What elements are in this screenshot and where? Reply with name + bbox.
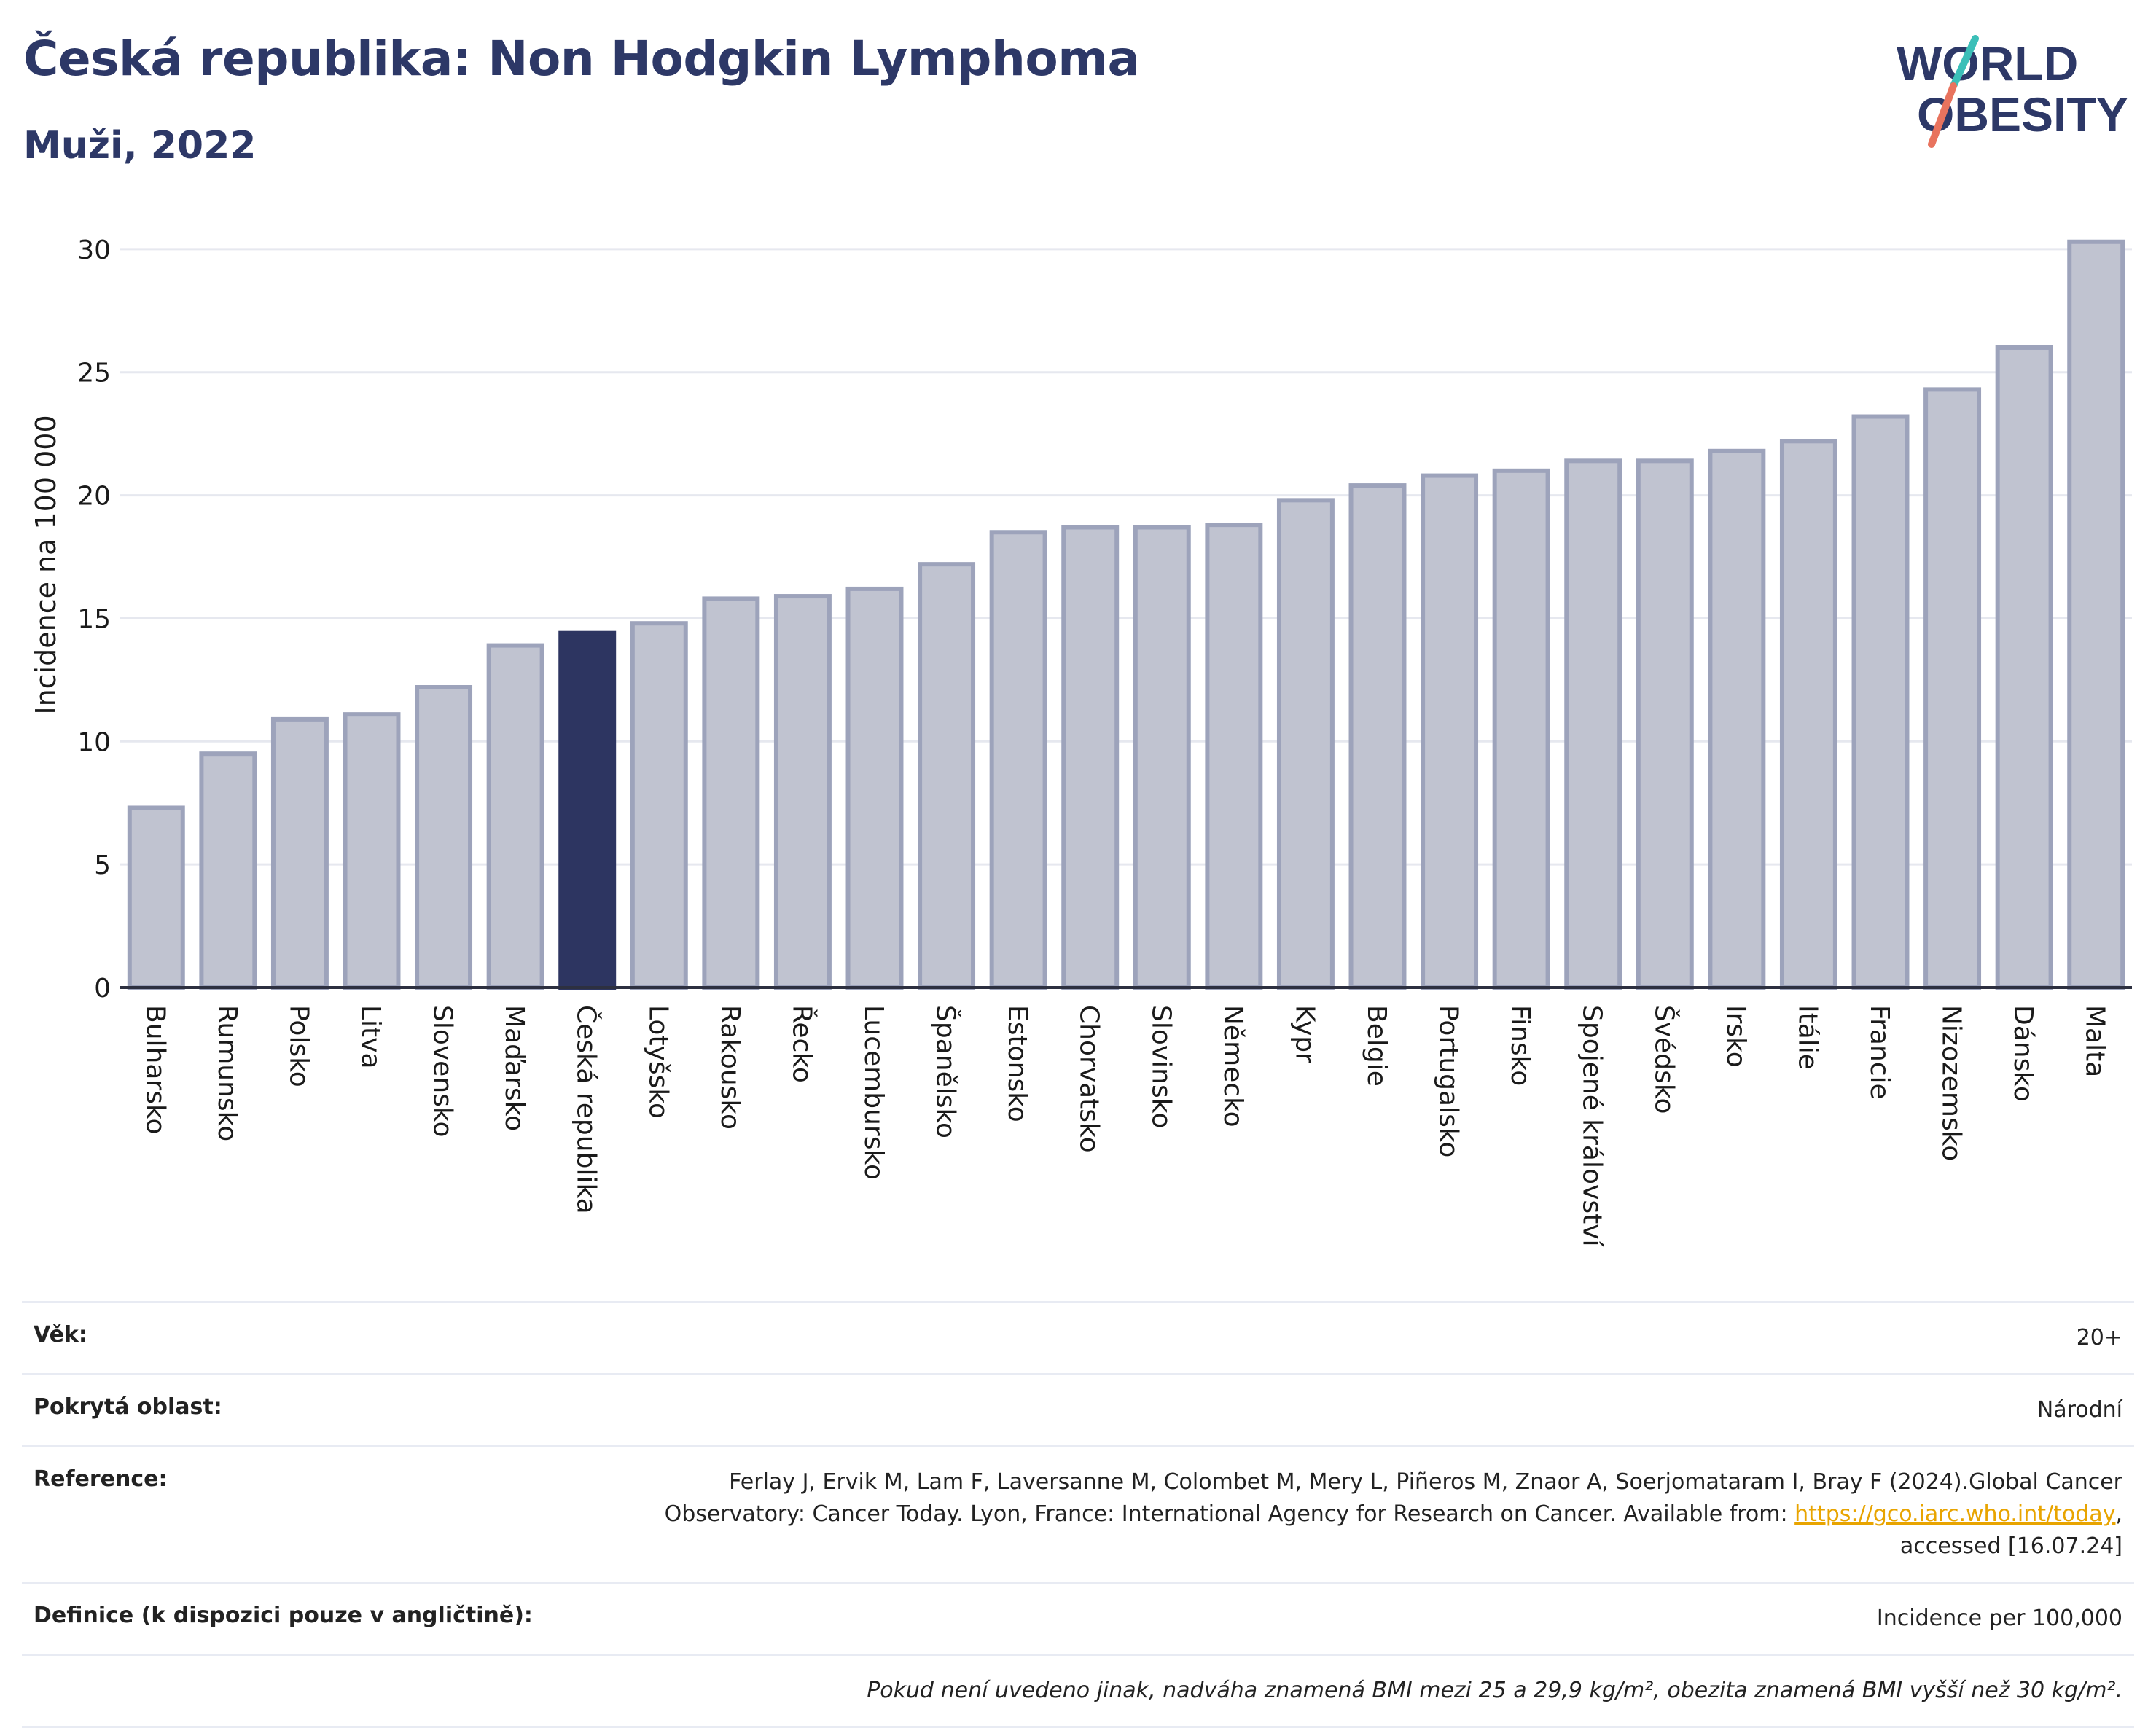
y-tick-label: 25 <box>77 359 111 388</box>
area-value: Národní <box>2036 1397 2122 1423</box>
x-tick-label: Kypr <box>1289 1005 1319 1063</box>
x-tick-label: Švédsko <box>1649 1005 1679 1114</box>
bar-lotyšsko <box>630 621 688 990</box>
x-tick-label: Rakousko <box>715 1005 745 1130</box>
bar-česká-republika <box>558 630 617 990</box>
x-tick-label: Nizozemsko <box>1937 1005 1966 1161</box>
x-tick-label: Německo <box>1218 1005 1248 1127</box>
bars <box>127 239 2125 990</box>
reference-label: Reference: <box>34 1466 168 1492</box>
bar-francie <box>1851 414 1910 990</box>
x-tick-label: Spojené království <box>1577 1005 1607 1248</box>
definition-value: Incidence per 100,000 <box>1876 1606 2122 1631</box>
y-tick-label: 30 <box>77 235 111 265</box>
page-title: Česká republika: Non Hodgkin Lymphoma <box>23 31 1140 87</box>
x-tick-label: Itálie <box>1792 1005 1822 1070</box>
x-axis-labels: Bulharsko Rumunsko Polsko Litva Slovensko Maď… <box>140 1005 2109 1248</box>
bar-itálie <box>1779 439 1837 990</box>
bar-španělsko <box>918 562 976 990</box>
x-tick-label: Slovinsko <box>1146 1005 1176 1128</box>
y-tick-label: 5 <box>94 851 111 880</box>
bar-slovinsko <box>1133 525 1191 990</box>
bar-spojené-království <box>1564 458 1622 990</box>
x-tick-label: Malta <box>2080 1005 2110 1077</box>
x-tick-label: Lucembursko <box>859 1005 888 1180</box>
x-tick-label: Litva <box>356 1005 386 1069</box>
x-tick-label: Chorvatsko <box>1074 1005 1104 1153</box>
info-row-area: Pokrytá oblast: Národní <box>22 1373 2134 1445</box>
x-tick-label: Portugalsko <box>1434 1005 1464 1157</box>
x-tick-label: Finsko <box>1505 1005 1535 1086</box>
bar-rakousko <box>702 596 760 990</box>
definition-label: Definice (k dispozici pouze v angličtině… <box>34 1603 533 1628</box>
logo-slash-red <box>1928 82 1957 148</box>
reference-value: Ferlay J, Ervik M, Lam F, Laversanne M, … <box>592 1466 2122 1563</box>
bar-kypr <box>1276 498 1335 990</box>
area-label: Pokrytá oblast: <box>34 1394 222 1420</box>
bar-nizozemsko <box>1923 387 1982 990</box>
info-table: Věk: 20+ Pokrytá oblast: Národní Referen… <box>22 1301 2134 1728</box>
logo-word-world: WORLD <box>1897 36 2078 90</box>
x-tick-label: Lotyšsko <box>643 1005 673 1119</box>
info-row-definition: Definice (k dispozici pouze v angličtině… <box>22 1582 2134 1654</box>
y-axis-label: Incidence na 100 000 <box>30 415 62 714</box>
bar-švédsko <box>1636 458 1694 990</box>
age-label: Věk: <box>34 1322 87 1348</box>
bar-malta <box>2067 239 2125 990</box>
x-tick-label: Francie <box>1864 1005 1894 1100</box>
bar-slovensko <box>415 685 473 990</box>
bar-maďarsko <box>486 643 544 990</box>
reference-link[interactable]: https://gco.iarc.who.int/today <box>1794 1501 2116 1527</box>
x-tick-label: Estonsko <box>1002 1005 1032 1122</box>
reference-accessed: , accessed [16.07.24] <box>1899 1501 2122 1559</box>
x-tick-label: Belgie <box>1362 1005 1391 1087</box>
age-value: 20+ <box>2076 1325 2122 1350</box>
bar-litva <box>343 712 401 990</box>
bar-polsko <box>270 716 329 990</box>
y-tick-label: 15 <box>77 604 111 634</box>
bar-chorvatsko <box>1061 525 1120 990</box>
x-tick-label: Slovensko <box>428 1005 458 1138</box>
world-obesity-logo: WORLD OBESITY <box>1897 35 2128 148</box>
x-tick-label: Irsko <box>1721 1005 1751 1068</box>
x-tick-label: Rumunsko <box>212 1005 242 1141</box>
bar-bulharsko <box>127 805 185 990</box>
info-row-reference: Reference: Ferlay J, Ervik M, Lam F, Lav… <box>22 1445 2134 1582</box>
x-tick-label: Polsko <box>284 1005 313 1087</box>
bar-belgie <box>1348 483 1407 990</box>
bmi-note: Pokud není uvedeno jinak, nadváha znamen… <box>867 1678 2122 1703</box>
info-row-note: Pokud není uvedeno jinak, nadváha znamen… <box>22 1654 2134 1728</box>
y-tick-label: 20 <box>77 482 111 512</box>
x-tick-label: Dánsko <box>2008 1005 2038 1102</box>
bar-německo <box>1205 523 1263 990</box>
bar-portugalsko <box>1421 473 1479 990</box>
bar-finsko <box>1492 468 1550 990</box>
bar-chart: 0 5 10 15 20 25 30 Bulharsko Rumunsko Polsko Litv… <box>30 235 2132 1248</box>
reference-text: Ferlay J, Ervik M, Lam F, Laversanne M, … <box>664 1469 2122 1527</box>
bar-irsko <box>1708 448 1766 990</box>
y-axis-ticks: 0 5 10 15 20 25 30 <box>77 235 111 1004</box>
y-tick-label: 10 <box>77 727 111 757</box>
page-subtitle: Muži, 2022 <box>23 124 257 168</box>
x-tick-label: Česká republika <box>571 1005 602 1214</box>
x-tick-label: Španělsko <box>931 1005 961 1138</box>
x-tick-label: Bulharsko <box>140 1005 170 1135</box>
y-tick-label: 0 <box>94 974 111 1004</box>
bar-rumunsko <box>199 751 257 990</box>
info-row-age: Věk: 20+ <box>22 1301 2134 1373</box>
x-tick-label: Maďarsko <box>499 1005 529 1131</box>
logo-slash-teal <box>1950 35 1979 90</box>
x-tick-label: Řecko <box>786 1005 817 1083</box>
bar-estonsko <box>989 530 1047 990</box>
bar-řecko <box>773 594 832 990</box>
bar-lucembursko <box>845 586 904 990</box>
bar-dánsko <box>1995 345 2053 990</box>
